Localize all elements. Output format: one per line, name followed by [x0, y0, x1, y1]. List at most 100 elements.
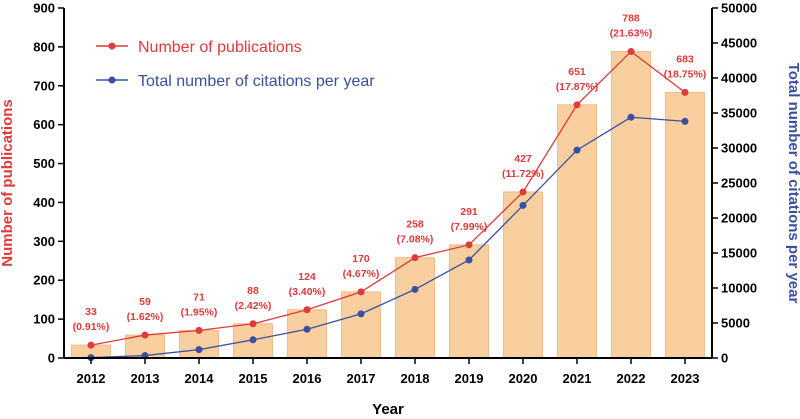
- legend-publications-label: Number of publications: [138, 39, 302, 56]
- x-tick-label-2014: 2014: [185, 371, 215, 386]
- x-tick-label-2020: 2020: [509, 371, 538, 386]
- bar-2018: [395, 257, 435, 359]
- data-label-count-2015: 88: [247, 285, 259, 297]
- data-label-percent-2018: (7.08%): [397, 234, 434, 246]
- left-tick-label-900: 900: [33, 1, 55, 16]
- data-label-count-2023: 683: [676, 53, 694, 65]
- left-tick-label-100: 100: [33, 312, 55, 327]
- citations-series-line: [90, 116, 686, 359]
- bar-2017: [341, 291, 381, 359]
- right-tick-label-0: 0: [721, 351, 728, 366]
- citations-point-2021: [573, 146, 581, 154]
- left-tick-label-700: 700: [33, 78, 55, 93]
- data-label-count-2012: 33: [85, 306, 97, 318]
- citations-point-2017: [357, 310, 365, 318]
- citations-point-2022: [627, 113, 635, 121]
- citations-point-2020: [519, 201, 527, 209]
- bar-2021: [557, 104, 597, 359]
- data-label-count-2020: 427: [514, 153, 532, 165]
- data-label-percent-2023: (18.75%): [664, 68, 707, 80]
- bar-group: [71, 51, 705, 359]
- right-axis-title: Total number of citations per year: [785, 63, 800, 304]
- left-axis-ticks: 0 100 200 300 400 500 600 700 800 900: [33, 1, 64, 366]
- right-tick-label-25000: 25000: [721, 176, 757, 191]
- publications-point-2016: [303, 306, 311, 314]
- x-tick-label-2017: 2017: [347, 371, 376, 386]
- data-label-percent-2014: (1.95%): [181, 306, 218, 318]
- data-label-percent-2015: (2.42%): [235, 300, 272, 312]
- bar-2016: [287, 309, 327, 359]
- data-label-count-2014: 71: [193, 291, 205, 303]
- data-label-count-2016: 124: [298, 271, 316, 283]
- bar-2022: [611, 51, 651, 359]
- publications-point-2022: [627, 48, 635, 56]
- data-label-percent-2013: (1.62%): [127, 311, 164, 323]
- citations-point-2014: [195, 346, 203, 354]
- data-label-percent-2020: (11.72%): [502, 168, 544, 180]
- right-tick-label-10000: 10000: [721, 281, 757, 296]
- line-group: [90, 50, 686, 359]
- publications-point-2015: [249, 320, 257, 328]
- publications-point-2021: [573, 101, 581, 109]
- citations-point-2016: [303, 325, 311, 333]
- data-label-percent-2017: (4.67%): [343, 268, 380, 280]
- right-tick-label-5000: 5000: [721, 316, 750, 331]
- marker-group: [87, 48, 689, 362]
- publications-series-line: [90, 50, 686, 346]
- data-label-percent-2012: (0.91%): [73, 321, 110, 333]
- left-tick-label-0: 0: [48, 351, 55, 366]
- left-tick-label-400: 400: [33, 195, 55, 210]
- left-tick-label-600: 600: [33, 117, 55, 132]
- right-tick-label-50000: 50000: [721, 1, 757, 16]
- citations-point-2015: [249, 336, 257, 344]
- right-tick-label-40000: 40000: [721, 71, 757, 86]
- data-label-count-2018: 258: [406, 219, 424, 231]
- data-label-percent-2021: (17.87%): [556, 81, 599, 93]
- x-tick-label-2013: 2013: [131, 371, 160, 386]
- left-tick-label-800: 800: [33, 39, 55, 54]
- x-tick-label-2021: 2021: [563, 371, 592, 386]
- bar-2020: [503, 191, 543, 359]
- bar-2019: [449, 244, 489, 359]
- left-tick-label-500: 500: [33, 156, 55, 171]
- data-label-count-2017: 170: [352, 253, 370, 265]
- left-tick-label-200: 200: [33, 273, 55, 288]
- data-label-count-2022: 788: [622, 13, 640, 25]
- x-tick-label-2018: 2018: [401, 371, 430, 386]
- citations-point-2018: [411, 285, 419, 293]
- legend-citations-label: Total number of citations per year: [138, 73, 375, 90]
- data-label-percent-2016: (3.40%): [289, 286, 326, 298]
- publications-point-2013: [141, 331, 149, 339]
- right-axis-ticks: 0 5000 10000 15000 20000 25000 30000 35000 40000…: [712, 1, 757, 366]
- x-tick-label-2016: 2016: [293, 371, 322, 386]
- x-tick-label-2022: 2022: [617, 371, 646, 386]
- citations-point-2023: [681, 117, 689, 125]
- legend-publications-marker: [108, 42, 116, 50]
- publications-point-2014: [195, 326, 203, 334]
- x-axis-ticks: 2012 2013 2014 2015 2016 2017 2018 2019 2020 2021…: [77, 358, 699, 386]
- data-label-percent-2019: (7.99%): [451, 221, 488, 233]
- publications-point-2020: [519, 188, 527, 196]
- left-tick-label-300: 300: [33, 234, 55, 249]
- right-tick-label-35000: 35000: [721, 106, 757, 121]
- right-tick-label-20000: 20000: [721, 211, 757, 226]
- publications-point-2023: [681, 88, 689, 96]
- left-axis-title: Number of publications: [0, 99, 16, 267]
- publications-point-2012: [87, 341, 95, 349]
- legend-citations-marker: [108, 76, 116, 84]
- bar-2023: [665, 91, 705, 359]
- right-tick-label-15000: 15000: [721, 246, 757, 261]
- publications-point-2018: [411, 254, 419, 262]
- x-tick-label-2012: 2012: [77, 371, 106, 386]
- legend: Number of publications Total number of c…: [96, 39, 375, 90]
- publications-point-2019: [465, 241, 473, 249]
- data-label-percent-2022: (21.63%): [610, 28, 653, 40]
- citations-point-2019: [465, 256, 473, 264]
- data-label-count-2021: 651: [568, 66, 586, 78]
- x-axis-title: Year: [372, 401, 404, 418]
- data-label-group: 33 (0.91%) 59 (1.62%) 71 (1.95%) 88 (2.42%) 124 (…: [73, 13, 707, 334]
- data-label-count-2019: 291: [460, 206, 478, 218]
- publications-point-2017: [357, 288, 365, 296]
- x-tick-label-2019: 2019: [455, 371, 484, 386]
